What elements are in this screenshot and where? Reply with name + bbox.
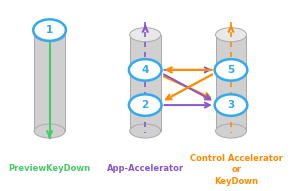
Circle shape xyxy=(33,19,66,41)
Bar xyxy=(34,35,65,131)
Text: App-Accelerator: App-Accelerator xyxy=(107,163,184,172)
Text: 2: 2 xyxy=(142,100,149,110)
Text: PreviewKeyDown: PreviewKeyDown xyxy=(9,163,91,172)
Text: 4: 4 xyxy=(142,65,149,75)
Circle shape xyxy=(215,94,247,116)
Ellipse shape xyxy=(34,124,65,138)
Text: 5: 5 xyxy=(227,65,235,75)
Ellipse shape xyxy=(216,124,247,138)
Ellipse shape xyxy=(34,28,65,42)
Ellipse shape xyxy=(130,124,161,138)
Text: Control Accelerator
or
KeyDown: Control Accelerator or KeyDown xyxy=(190,154,283,186)
Ellipse shape xyxy=(216,28,247,42)
Circle shape xyxy=(129,94,162,116)
Ellipse shape xyxy=(130,28,161,42)
Text: 1: 1 xyxy=(46,25,53,35)
Bar xyxy=(216,35,247,131)
Circle shape xyxy=(129,59,162,81)
Bar xyxy=(130,35,161,131)
Circle shape xyxy=(215,59,247,81)
Text: 3: 3 xyxy=(227,100,235,110)
